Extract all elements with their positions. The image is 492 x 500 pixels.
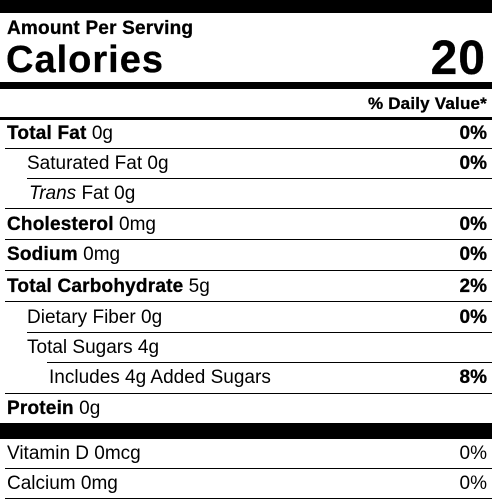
row-trans-fat: Trans Fat 0g	[0, 184, 492, 203]
total-sugars-label: Total Sugars 4g	[27, 337, 160, 358]
trans-fat-rest: Fat 0g	[76, 183, 136, 204]
row-dietary-fiber: Dietary Fiber 0g 0%	[0, 308, 492, 327]
calcium-dv: 0%	[459, 473, 487, 494]
top-thick-bar	[0, 0, 492, 13]
rule-4	[5, 239, 492, 240]
rule-6	[5, 301, 492, 302]
rule-7	[27, 332, 492, 333]
calories-label: Calories	[6, 39, 164, 81]
rule-9	[5, 393, 492, 394]
rule-8	[47, 362, 492, 363]
vitamin-d-label: Vitamin D 0mcg	[7, 443, 141, 464]
vitamins-thick-bar	[0, 423, 492, 439]
sodium-label: Sodium	[7, 244, 78, 265]
row-added-sugars: Includes 4g Added Sugars 8%	[0, 368, 492, 387]
added-sugars-dv: 8%	[459, 367, 487, 388]
calories-value: 20	[430, 32, 486, 85]
added-sugars-label: Includes 4g Added Sugars	[49, 367, 271, 388]
row-vitamin-d: Vitamin D 0mcg 0%	[0, 444, 492, 463]
trans-label: Trans	[29, 183, 77, 204]
row-calcium: Calcium 0mg 0%	[0, 474, 492, 493]
cholesterol-amount: 0mg	[119, 214, 156, 235]
saturated-fat-dv: 0%	[459, 153, 487, 174]
saturated-fat-label: Saturated Fat 0g	[27, 153, 169, 174]
protein-amount: 0g	[79, 398, 101, 419]
dietary-fiber-dv: 0%	[459, 307, 487, 328]
row-cholesterol: Cholesterol 0mg 0%	[0, 215, 492, 234]
daily-value-header: % Daily Value*	[367, 94, 487, 113]
calcium-label: Calcium 0mg	[7, 473, 118, 494]
total-fat-label: Total Fat	[7, 123, 87, 144]
row-total-carbohydrate: Total Carbohydrate 5g 2%	[0, 277, 492, 296]
protein-label: Protein	[7, 398, 74, 419]
rule-5	[5, 270, 492, 271]
amount-per-serving: Amount Per Serving	[7, 18, 194, 39]
cholesterol-label: Cholesterol	[7, 214, 114, 235]
total-fat-amount: 0g	[91, 123, 113, 144]
rule-3	[5, 208, 492, 209]
rule-10	[5, 468, 492, 469]
total-carbohydrate-label: Total Carbohydrate	[7, 276, 184, 297]
dietary-fiber-label: Dietary Fiber 0g	[27, 307, 163, 328]
dv-divider	[0, 117, 492, 120]
rule-2	[27, 178, 492, 179]
rule-1	[5, 148, 492, 149]
row-sodium: Sodium 0mg 0%	[0, 245, 492, 264]
calories-divider	[0, 82, 492, 89]
total-fat-dv: 0%	[459, 123, 487, 144]
row-total-fat: Total Fat 0g 0%	[0, 124, 492, 143]
rule-11	[5, 498, 492, 499]
vitamin-d-dv: 0%	[459, 443, 487, 464]
cholesterol-dv: 0%	[459, 214, 487, 235]
row-total-sugars: Total Sugars 4g	[0, 338, 492, 357]
total-carbohydrate-amount: 5g	[188, 276, 210, 297]
total-carbohydrate-dv: 2%	[459, 276, 487, 297]
sodium-dv: 0%	[459, 244, 487, 265]
sodium-amount: 0mg	[83, 244, 121, 265]
row-saturated-fat: Saturated Fat 0g 0%	[0, 154, 492, 173]
row-protein: Protein 0g	[0, 399, 492, 418]
